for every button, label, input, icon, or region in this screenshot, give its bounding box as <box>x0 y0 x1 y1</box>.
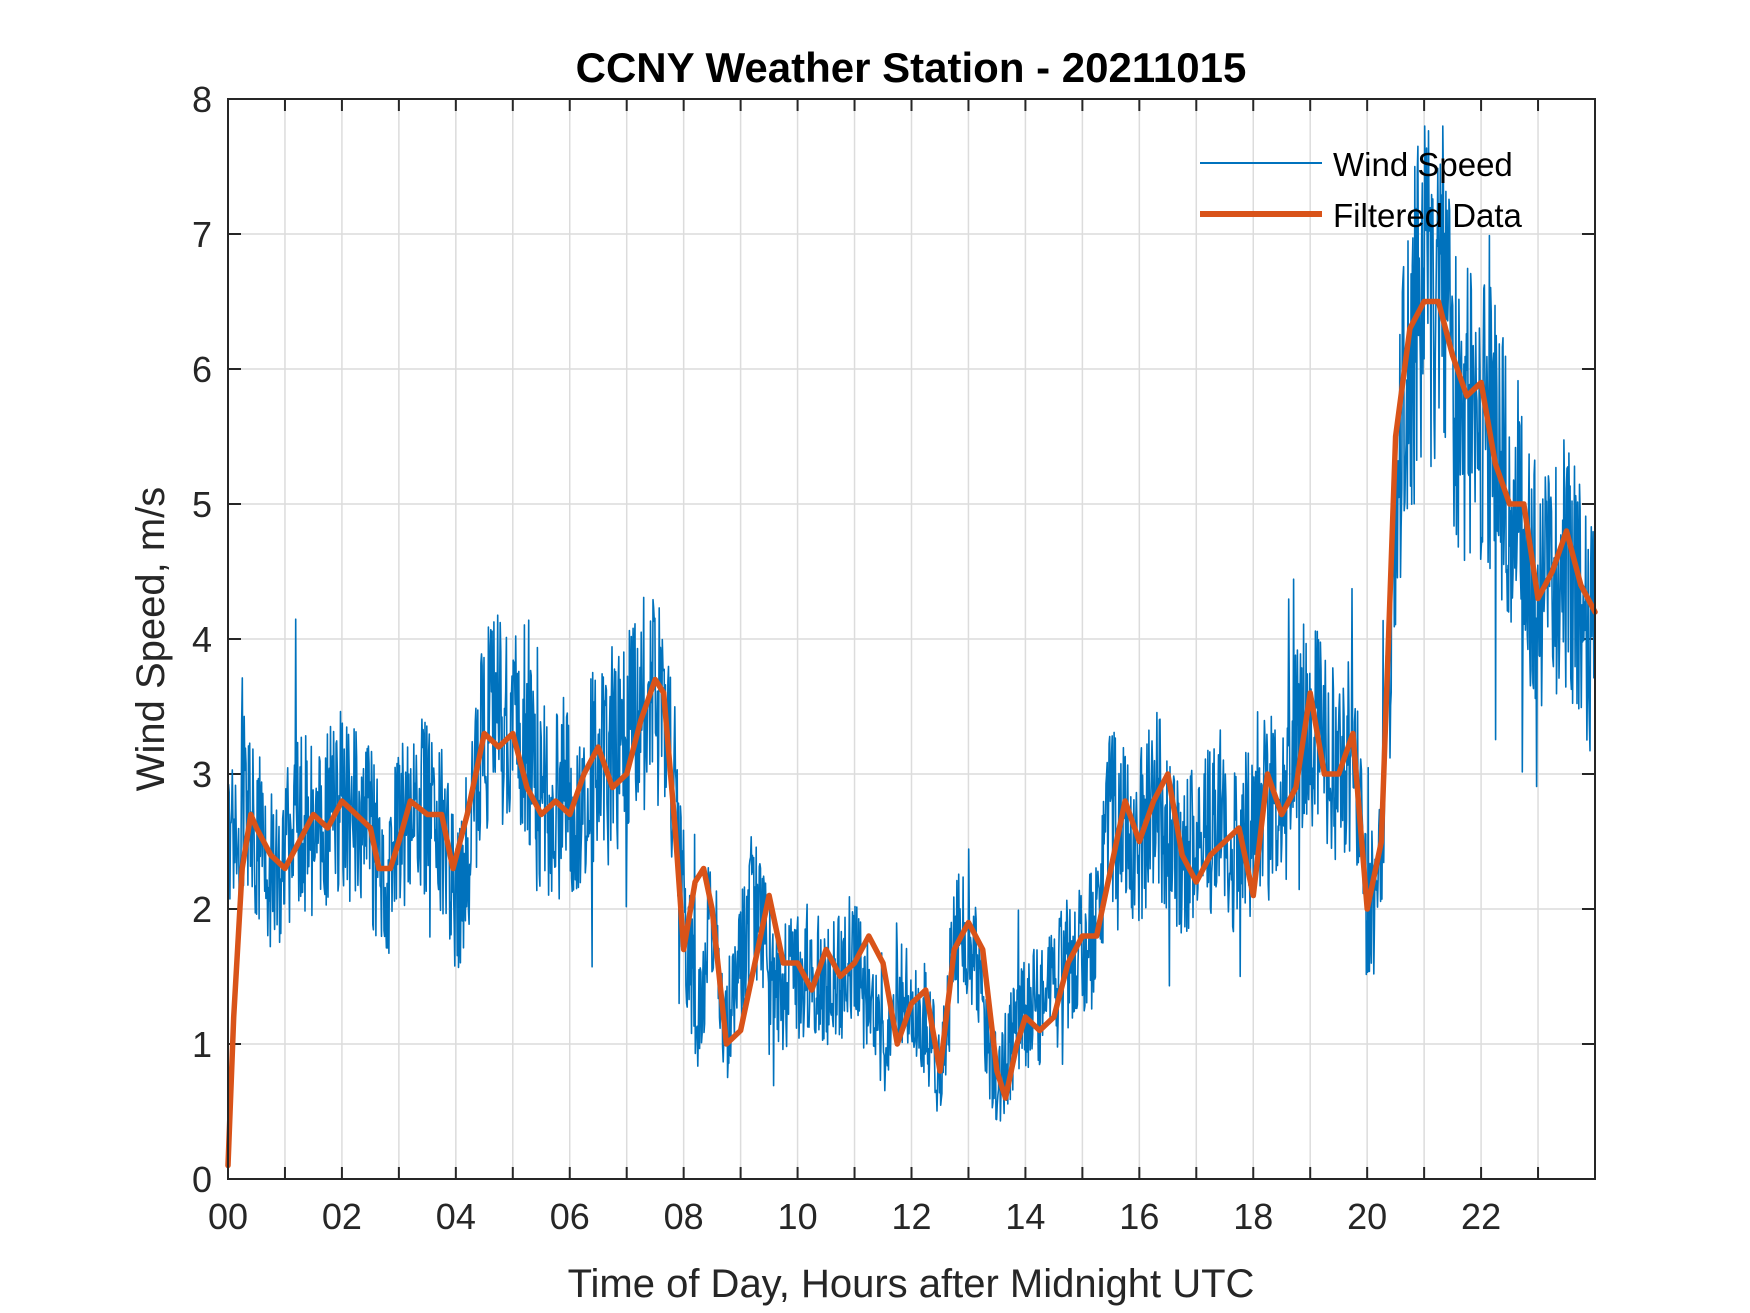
x-axis-label: Time of Day, Hours after Midnight UTC <box>568 1262 1255 1306</box>
legend: Wind Speed Filtered Data <box>1200 146 1523 234</box>
x-tick-label: 00 <box>208 1196 248 1237</box>
x-tick-label: 10 <box>778 1196 818 1237</box>
y-tick-label: 6 <box>192 349 212 390</box>
grid-lines <box>228 99 1595 1179</box>
x-tick-label: 08 <box>664 1196 704 1237</box>
data-series <box>225 125 1598 1169</box>
legend-label-wind-speed: Wind Speed <box>1333 146 1513 183</box>
x-tick-label: 20 <box>1347 1196 1387 1237</box>
y-axis-label: Wind Speed, m/s <box>129 487 173 792</box>
y-tick-label: 2 <box>192 889 212 930</box>
series-line-filtered-data <box>225 298 1598 1169</box>
x-tick-label: 14 <box>1005 1196 1045 1237</box>
axis-ticks <box>228 99 1595 1179</box>
x-tick-label: 04 <box>436 1196 476 1237</box>
y-tick-label: 3 <box>192 754 212 795</box>
plot-frame <box>227 98 1596 1180</box>
y-tick-label: 0 <box>192 1159 212 1200</box>
chart-title: CCNY Weather Station - 20211015 <box>576 44 1247 91</box>
legend-label-filtered-data: Filtered Data <box>1333 197 1523 234</box>
x-tick-label: 16 <box>1119 1196 1159 1237</box>
y-tick-label: 1 <box>192 1024 212 1065</box>
x-tick-label: 22 <box>1461 1196 1501 1237</box>
y-tick-label: 7 <box>192 214 212 255</box>
x-tick-label: 12 <box>891 1196 931 1237</box>
y-tick-label: 4 <box>192 619 212 660</box>
x-tick-label: 06 <box>550 1196 590 1237</box>
x-tick-label: 18 <box>1233 1196 1273 1237</box>
y-tick-label: 5 <box>192 484 212 525</box>
x-tick-label: 02 <box>322 1196 362 1237</box>
y-tick-label: 8 <box>192 79 212 120</box>
